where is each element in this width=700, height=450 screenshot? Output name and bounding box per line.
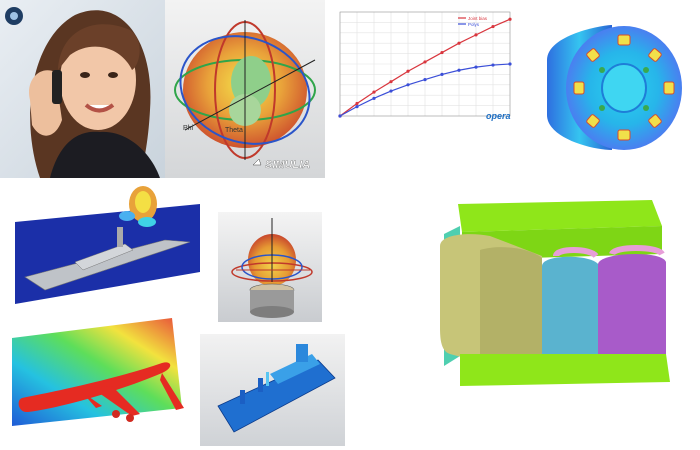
transformer-core-model	[430, 186, 695, 388]
series-point-1-4	[406, 83, 410, 87]
series-point-1-9	[491, 63, 495, 67]
series-point-0-1	[355, 101, 359, 106]
series-point-1-6	[440, 72, 444, 76]
series-point-1-3	[389, 89, 393, 93]
series-point-0-8	[474, 33, 478, 37]
svg-text:SIMULIA: SIMULIA	[265, 159, 310, 171]
airliner-field-model	[12, 318, 192, 426]
series-point-1-7	[457, 68, 461, 72]
svg-text:Phi: Phi	[183, 125, 194, 132]
legend-label-0: Joint bias	[468, 16, 488, 21]
series-point-0-10	[508, 17, 512, 21]
series-point-1-8	[474, 65, 478, 69]
legend-label-1: Polys	[468, 22, 480, 27]
series-point-1-1	[355, 105, 359, 109]
series-point-1-10	[508, 62, 512, 66]
warship-radar-model	[15, 182, 200, 304]
woman-phone-photo	[0, 0, 165, 178]
head-radiation-pattern: Phi Theta SIMULIA	[165, 0, 325, 178]
series-point-1-5	[423, 78, 427, 82]
svg-text:Theta: Theta	[225, 127, 243, 134]
series-point-0-2	[372, 90, 376, 94]
series-point-0-3	[389, 80, 393, 84]
series-point-1-2	[372, 96, 376, 100]
line-chart: Joint bias Polys opera	[330, 6, 518, 132]
antenna-pattern-model	[218, 212, 322, 322]
motor-field-model	[532, 20, 687, 158]
series-point-0-9	[491, 24, 495, 29]
ship-surface-model	[200, 334, 345, 446]
series-point-0-6	[440, 50, 444, 55]
simulia-logo-icon	[252, 158, 262, 166]
opera-logo: opera	[486, 111, 511, 121]
series-point-0-5	[423, 60, 427, 64]
series-point-0-4	[406, 69, 410, 73]
series-point-0-7	[457, 41, 461, 45]
series-point-1-0	[338, 114, 342, 118]
